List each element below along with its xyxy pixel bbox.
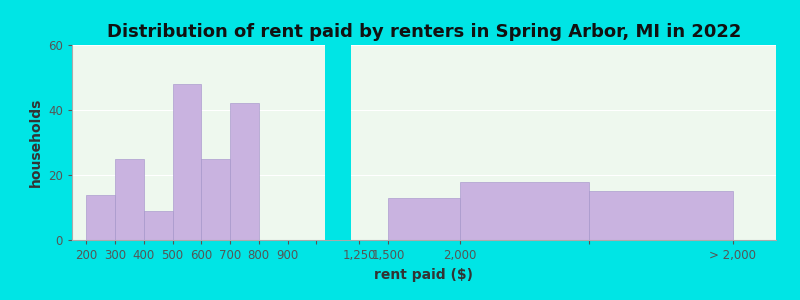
Bar <box>590 191 733 240</box>
Bar <box>173 84 202 240</box>
Y-axis label: households: households <box>29 98 42 187</box>
Bar <box>86 194 115 240</box>
X-axis label: rent paid ($): rent paid ($) <box>374 268 474 282</box>
Bar <box>202 159 230 240</box>
Bar <box>388 198 460 240</box>
Bar <box>325 45 350 240</box>
Bar <box>460 182 590 240</box>
Bar <box>230 103 258 240</box>
Bar <box>115 159 144 240</box>
Title: Distribution of rent paid by renters in Spring Arbor, MI in 2022: Distribution of rent paid by renters in … <box>107 23 741 41</box>
Bar <box>144 211 173 240</box>
